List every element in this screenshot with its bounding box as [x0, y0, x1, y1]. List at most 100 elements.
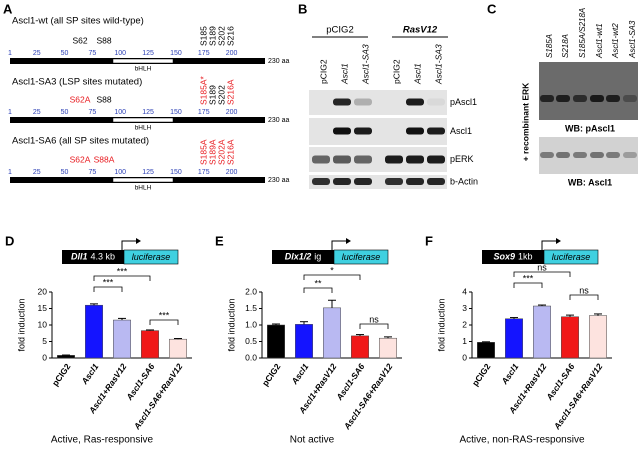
scale-label: 200 [226, 50, 238, 57]
site-label: S202 [216, 85, 226, 105]
blot-band [333, 155, 351, 164]
significance-label: *** [159, 310, 170, 320]
x-tick-label: Ascl1 [79, 361, 101, 386]
significance-bracket [513, 271, 571, 277]
chart-caption: Active, Ras-responsive [51, 435, 154, 446]
scale-label: 100 [114, 50, 126, 57]
x-tick-label: Ascl1 [289, 361, 311, 386]
significance-bracket [303, 287, 333, 293]
scale-label: 50 [61, 169, 69, 176]
row-label: b-Actin [450, 176, 478, 186]
lane-label: S218A [561, 34, 570, 58]
site-label: S185A* [198, 75, 208, 105]
scale-label: 150 [170, 169, 182, 176]
domain-label: bHLH [135, 66, 152, 73]
x-tick-label: pCIG2 [470, 361, 493, 387]
x-tick-label: pCIG2 [50, 361, 73, 387]
blot-band [312, 155, 330, 164]
blot-band [312, 178, 330, 185]
y-tick-label: 4 [462, 286, 467, 296]
lane-label: S185A/S218A [578, 8, 587, 58]
panel-letter: C [487, 1, 497, 16]
panel-letter: E [215, 233, 224, 248]
row-label: pERK [450, 154, 474, 164]
construct-title: Ascl1-wt (all SP sites wild-type) [12, 16, 144, 27]
scale-label: 50 [61, 50, 69, 57]
scale-label: 50 [61, 109, 69, 116]
bar [589, 315, 607, 359]
significance-label: *** [523, 273, 534, 283]
site-label: S62 [72, 35, 87, 45]
arrow-head [346, 238, 351, 244]
blot-band [556, 95, 570, 102]
y-tick-label: 2 [462, 319, 467, 329]
blot-band [556, 152, 570, 158]
scale-label: 100 [114, 169, 126, 176]
blot-band [354, 98, 372, 106]
significance-bracket [359, 323, 389, 329]
blot-band [333, 98, 351, 106]
significance-label: ns [369, 314, 379, 324]
significance-bracket [303, 274, 361, 280]
blot-background [309, 90, 447, 115]
y-tick-label: 1 [462, 336, 467, 346]
scale-label: 25 [33, 50, 41, 57]
bar [533, 305, 551, 359]
bar [505, 318, 523, 359]
lane-label: Ascl1-SA3 [433, 44, 443, 85]
promoter-label: Sox9 1kb [493, 252, 532, 262]
site-label: S189 [207, 26, 217, 46]
lane-label: Ascl1 [412, 63, 422, 85]
blot-label: WB: Ascl1 [568, 177, 612, 187]
arrow-head [136, 238, 141, 244]
bar [351, 335, 369, 359]
site-label: S189A [207, 139, 217, 165]
blot-band [427, 127, 445, 135]
site-label: S62A [70, 94, 91, 104]
scale-label: 100 [114, 109, 126, 116]
x-tick-label: Ascl1-SA6+RasV12 [551, 361, 605, 431]
lane-label: S185A [545, 34, 554, 58]
site-label: S62A [70, 154, 91, 164]
group-label: pCIG2 [326, 25, 353, 36]
scale-label: 175 [198, 169, 210, 176]
scale-label: 1 [8, 50, 12, 57]
scale-label: 75 [89, 109, 97, 116]
domain-label: bHLH [135, 185, 152, 192]
lane-label: Ascl1-SA3 [360, 44, 370, 85]
panel-letter: B [298, 1, 307, 16]
construct-title: Ascl1-SA3 (LSP sites mutated) [12, 77, 142, 88]
row-label: Ascl1 [450, 126, 472, 136]
promoter-arrow [121, 240, 136, 250]
x-tick-label: pCIG2 [260, 361, 283, 387]
site-label: S185 [198, 26, 208, 46]
x-tick-label: Ascl1 [499, 361, 521, 386]
bhlh-domain [112, 177, 174, 183]
reporter-box [543, 249, 599, 265]
blot-band [573, 152, 587, 158]
site-label: S88 [96, 35, 111, 45]
blot-background [309, 118, 447, 145]
scale-label: 125 [142, 169, 154, 176]
blot-band [573, 95, 587, 102]
significance-bracket [513, 282, 543, 288]
blot-band [427, 178, 445, 185]
promoter-arrow [541, 240, 556, 250]
panel-letter: A [3, 1, 13, 16]
lane-label: Ascl1 [339, 63, 349, 85]
y-tick-label: 15 [38, 303, 48, 313]
lane-label: Ascl1-wt2 [611, 23, 620, 59]
significance-bracket [93, 286, 123, 292]
significance-label: ns [537, 262, 547, 272]
y-axis-label: fold induction [226, 298, 236, 351]
group-label: RasV12 [403, 25, 438, 36]
x-tick-label: Ascl1-SA6+RasV12 [341, 361, 395, 431]
blot-band [540, 95, 554, 102]
blot-band [406, 127, 424, 135]
blot-background [539, 62, 638, 120]
y-tick-label: 0 [42, 352, 47, 362]
blot-band [406, 178, 424, 185]
promoter-arrow [331, 240, 346, 250]
lane-label: pCIG2 [391, 59, 401, 84]
